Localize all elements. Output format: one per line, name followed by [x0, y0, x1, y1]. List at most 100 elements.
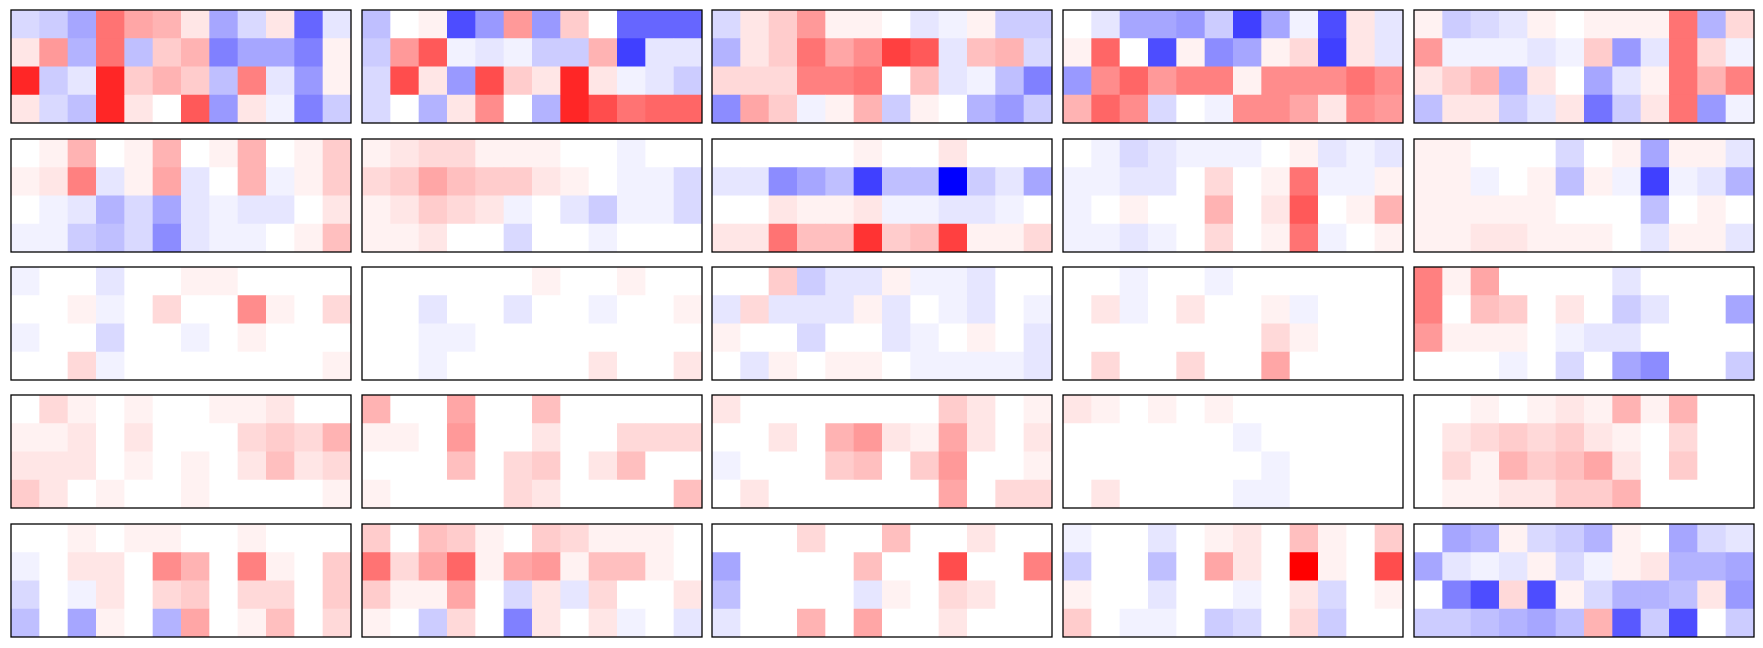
heatmap-cell: [1148, 195, 1177, 225]
heatmap-cell: [1725, 295, 1755, 324]
heatmap-cell: [266, 167, 295, 196]
heatmap-cell: [1233, 167, 1262, 196]
heatmap-cell: [1612, 38, 1642, 67]
heatmap-cell: [617, 451, 646, 481]
heatmap-cell: [322, 451, 352, 481]
heatmap-cell: [209, 580, 239, 610]
heatmap-cell: [1414, 139, 1443, 168]
heatmap-cell: [209, 195, 239, 225]
heatmap-cell: [1669, 323, 1698, 353]
heatmap-cell: [645, 608, 675, 638]
heatmap-cell: [853, 580, 883, 610]
heatmap-cell: [995, 267, 1025, 296]
heatmap-cell: [712, 580, 741, 610]
heatmap-cell: [532, 267, 561, 296]
heatmap-cell: [266, 395, 295, 424]
heatmap-cell: [1023, 295, 1053, 324]
heatmap-panel-3-2: [361, 266, 703, 381]
heatmap-cell: [1725, 38, 1755, 67]
heatmap-cell: [1261, 195, 1291, 225]
heatmap-cell: [447, 524, 476, 553]
heatmap-cell: [1023, 608, 1053, 638]
heatmap-cell: [853, 351, 883, 381]
heatmap-cell: [1091, 552, 1121, 581]
heatmap-cell: [418, 267, 448, 296]
heatmap-cell: [1091, 395, 1121, 424]
heatmap-cell: [1148, 451, 1177, 481]
heatmap-cell: [617, 295, 646, 324]
heatmap-cell: [1023, 10, 1053, 39]
heatmap-cell: [322, 552, 352, 581]
heatmap-cell: [322, 580, 352, 610]
heatmap-cell: [1640, 323, 1670, 353]
heatmap-cell: [673, 167, 703, 196]
heatmap-cell: [1374, 323, 1404, 353]
heatmap-cell: [67, 267, 97, 296]
heatmap-cell: [1289, 423, 1319, 452]
heatmap-cell: [560, 580, 590, 610]
heatmap-cell: [152, 608, 182, 638]
heatmap-cell: [1023, 195, 1053, 225]
heatmap-cell: [938, 167, 968, 196]
heatmap-cell: [853, 479, 883, 509]
heatmap-cell: [1204, 552, 1234, 581]
heatmap-cell: [1442, 395, 1472, 424]
heatmap-cell: [1527, 139, 1557, 168]
heatmap-cell: [882, 66, 911, 96]
heatmap-cell: [1204, 167, 1234, 196]
heatmap-cell: [11, 580, 40, 610]
heatmap-cell: [1374, 195, 1404, 225]
heatmap-cell: [1261, 295, 1291, 324]
heatmap-cell: [1346, 451, 1376, 481]
heatmap-cell: [910, 38, 940, 67]
heatmap-cell: [1261, 524, 1291, 553]
heatmap-cell: [588, 94, 618, 124]
heatmap-cell: [1023, 479, 1053, 509]
heatmap-cell: [1204, 195, 1234, 225]
heatmap-cell: [1318, 94, 1347, 124]
heatmap-cell: [938, 267, 968, 296]
heatmap-cell: [1555, 267, 1585, 296]
heatmap-cell: [825, 479, 855, 509]
heatmap-cell: [825, 451, 855, 481]
heatmap-cell: [67, 580, 97, 610]
heatmap-cell: [882, 351, 911, 381]
heatmap-cell: [645, 167, 675, 196]
heatmap-cell: [447, 10, 476, 39]
heatmap-panel-3-5: [1413, 266, 1755, 381]
heatmap-cell: [740, 479, 770, 509]
heatmap-cell: [1063, 552, 1092, 581]
heatmap-cell: [1176, 10, 1206, 39]
heatmap-cell: [362, 479, 391, 509]
heatmap-cell: [124, 10, 154, 39]
heatmap-cell: [1499, 94, 1528, 124]
heatmap-cell: [266, 223, 295, 253]
heatmap-cell: [294, 423, 324, 452]
heatmap-cell: [1669, 608, 1698, 638]
heatmap-cell: [1612, 451, 1642, 481]
heatmap-cell: [1176, 423, 1206, 452]
heatmap-cell: [1470, 552, 1500, 581]
heatmap-cell: [39, 195, 69, 225]
heatmap-cell: [181, 423, 210, 452]
heatmap-cell: [39, 423, 69, 452]
heatmap-cell: [11, 66, 40, 96]
heatmap-cell: [96, 451, 125, 481]
heatmap-cell: [181, 451, 210, 481]
heatmap-cell: [1697, 395, 1727, 424]
heatmap-cell: [532, 608, 561, 638]
heatmap-cell: [209, 295, 239, 324]
panel-frame: [1062, 523, 1404, 638]
heatmap-cell: [1640, 139, 1670, 168]
heatmap-cell: [740, 223, 770, 253]
heatmap-cell: [1374, 351, 1404, 381]
heatmap-cell: [1499, 167, 1528, 196]
heatmap-cell: [768, 423, 798, 452]
heatmap-cell: [447, 223, 476, 253]
heatmap-cell: [1374, 552, 1404, 581]
heatmap-cell: [447, 267, 476, 296]
heatmap-cell: [1697, 10, 1727, 39]
heatmap-cell: [237, 423, 267, 452]
heatmap-cell: [1148, 608, 1177, 638]
heatmap-cell: [96, 351, 125, 381]
